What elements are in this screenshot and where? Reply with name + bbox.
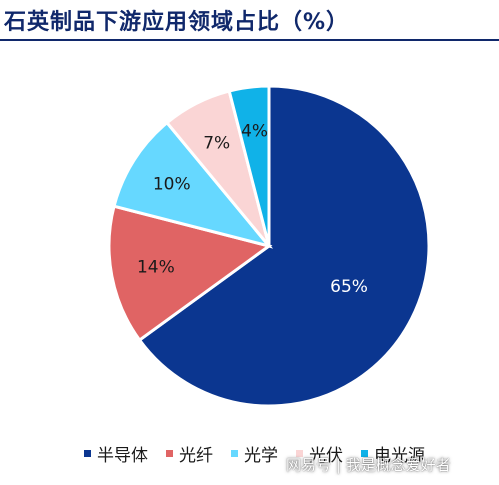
legend-swatch-semiconductor [84, 449, 91, 457]
legend-swatch-optical-fiber [166, 449, 173, 457]
chart-legend: 半导体 光纤 光学 光伏 电光源 [84, 440, 443, 466]
slice-electric-light-source [227, 84, 271, 247]
legend-item-optical-fiber: 光纤 [166, 441, 213, 466]
title-divider [0, 39, 499, 41]
legend-label-optics: 光学 [244, 445, 278, 466]
legend-label-photovoltaic: 光伏 [309, 445, 343, 466]
legend-label-electric-light-source: 电光源 [374, 445, 425, 466]
watermark: 网易号 | 我是概念爱好者 [286, 456, 451, 474]
slice-label-electric-light-source: 4% [241, 122, 268, 142]
slice-label-semiconductor: 65% [330, 277, 368, 297]
legend-item-photovoltaic: 光伏 [296, 441, 343, 466]
legend-swatch-photovoltaic [296, 449, 303, 457]
legend-swatch-electric-light-source [361, 449, 368, 457]
legend-item-semiconductor: 半导体 [84, 441, 148, 466]
legend-item-optics: 光学 [231, 441, 278, 466]
slice-label-photovoltaic: 7% [203, 133, 230, 153]
legend-swatch-optics [231, 449, 238, 457]
legend-item-electric-light-source: 电光源 [361, 441, 425, 466]
slice-optics [112, 120, 274, 249]
slice-label-optical-fiber: 14% [137, 258, 175, 278]
slice-label-optics: 10% [153, 174, 191, 194]
slice-optical-fiber [107, 204, 273, 343]
slice-semiconductor [137, 84, 431, 408]
chart-title: 石英制品下游应用领域占比（%） [4, 10, 350, 35]
legend-label-semiconductor: 半导体 [97, 445, 148, 466]
legend-label-optical-fiber: 光纤 [179, 445, 213, 466]
